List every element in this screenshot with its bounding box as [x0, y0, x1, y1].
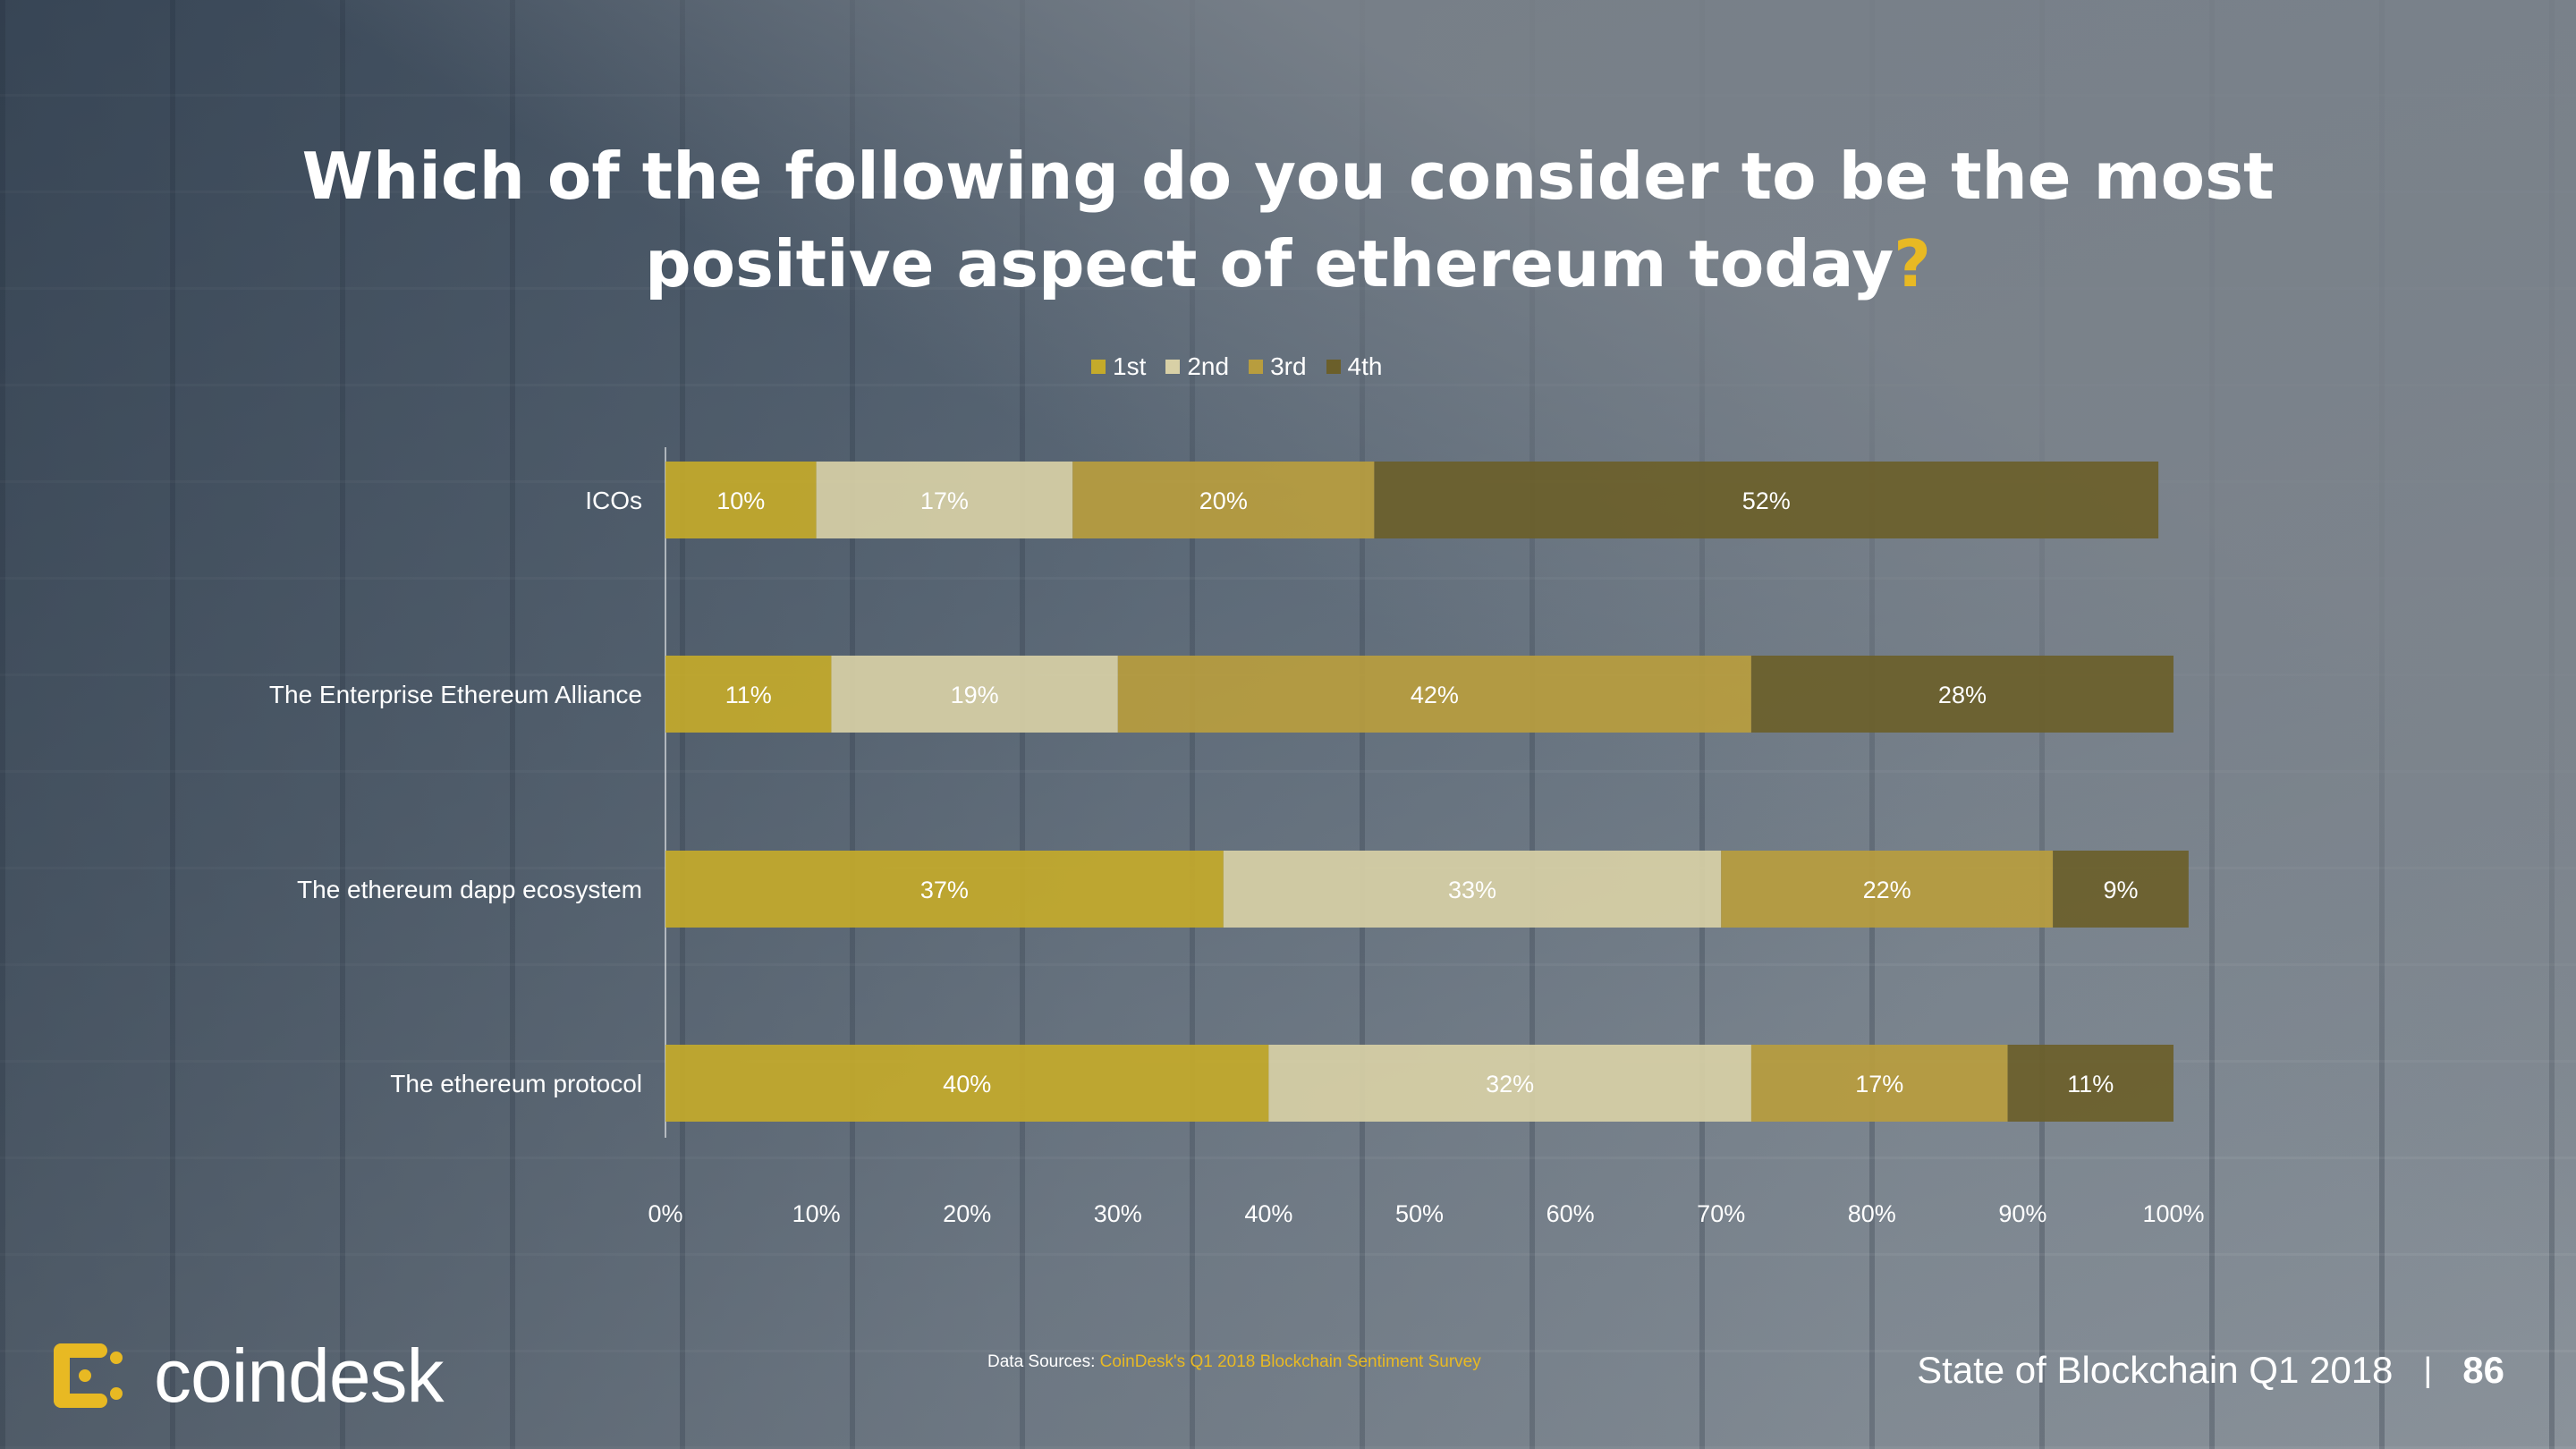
report-title: State of Blockchain Q1 2018 [1917, 1349, 2394, 1391]
bar-segment-3rd [1750, 1045, 2008, 1122]
bar-value-label: 40% [943, 1071, 991, 1097]
bar-segment-2nd [1268, 1045, 1751, 1122]
slide-title: Which of the following do you consider t… [215, 132, 2361, 308]
bar-value-label: 10% [716, 487, 765, 514]
legend-item-2nd: 2nd [1165, 352, 1229, 381]
legend-swatch [1165, 360, 1181, 374]
x-tick-label: 20% [943, 1200, 991, 1227]
bar-segment-3rd [1117, 656, 1751, 733]
bar-value-label: 37% [920, 877, 969, 903]
x-tick-label: 60% [1546, 1200, 1595, 1227]
bar-segment-2nd [1223, 851, 1722, 928]
logo-wordmark: coindesk [154, 1333, 445, 1418]
bar-value-label: 9% [2103, 877, 2138, 903]
bar-value-label: 22% [1863, 877, 1911, 903]
legend-swatch [1249, 360, 1264, 374]
title-line-2: positive aspect of ethereum today? [215, 220, 2361, 308]
data-source-note: Data Sources: CoinDesk's Q1 2018 Blockch… [987, 1352, 1481, 1372]
x-tick-label: 70% [1697, 1200, 1745, 1227]
legend-label: 4th [1347, 352, 1383, 380]
legend-label: 1st [1113, 352, 1147, 380]
x-tick-label: 10% [792, 1200, 841, 1227]
bar-segment-1st [665, 851, 1224, 928]
bar-value-label: 28% [1938, 682, 1987, 708]
x-tick-label: 80% [1848, 1200, 1896, 1227]
legend-swatch [1091, 360, 1106, 374]
page-number: 86 [2462, 1349, 2504, 1391]
bar-value-label: 11% [725, 682, 772, 708]
bar-segment-4th [2053, 851, 2189, 928]
title-question-mark: ? [1894, 226, 1931, 301]
legend-item-4th: 4th [1326, 352, 1383, 381]
bar-value-label: 33% [1448, 877, 1496, 903]
x-tick-label: 100% [2142, 1200, 2204, 1227]
bar-value-label: 20% [1199, 487, 1248, 514]
legend-swatch [1326, 360, 1341, 374]
bar-segment-4th [1750, 656, 2174, 733]
bar-segment-2nd [816, 462, 1073, 538]
bar-value-label: 17% [1855, 1071, 1903, 1097]
bar-segment-1st [665, 462, 817, 538]
x-tick-label: 50% [1395, 1200, 1444, 1227]
bar-segment-1st [665, 1045, 1269, 1122]
chart-legend: 1st 2nd 3rd 4th [1091, 349, 1382, 385]
title-line-2-text: positive aspect of ethereum today [645, 226, 1894, 301]
bar-segment-1st [665, 656, 832, 733]
bar-segment-4th [2007, 1045, 2174, 1122]
legend-label: 2nd [1187, 352, 1230, 380]
footer-separator: | [2423, 1351, 2433, 1389]
category-label: The Enterprise Ethereum Alliance [269, 681, 642, 708]
bar-value-label: 52% [1742, 487, 1791, 514]
bar-value-label: 11% [2067, 1071, 2114, 1097]
category-label: The ethereum protocol [390, 1070, 642, 1097]
bar-segment-4th [1374, 462, 2159, 538]
source-label: Data Sources: [987, 1352, 1100, 1371]
title-line-1: Which of the following do you consider t… [301, 139, 2275, 214]
coindesk-logo-icon [54, 1343, 123, 1408]
bar-value-label: 17% [920, 487, 969, 514]
x-tick-label: 40% [1244, 1200, 1292, 1227]
bar-segment-3rd [1721, 851, 2054, 928]
bar-value-label: 42% [1411, 682, 1459, 708]
bar-value-label: 32% [1486, 1071, 1534, 1097]
legend-item-1st: 1st [1091, 352, 1146, 381]
bar-value-label: 19% [951, 682, 999, 708]
x-tick-label: 90% [1998, 1200, 2046, 1227]
report-footer: State of Blockchain Q1 2018 | 86 [1917, 1349, 2504, 1392]
legend-item-3rd: 3rd [1249, 352, 1307, 381]
x-tick-label: 0% [648, 1200, 682, 1227]
category-label: The ethereum dapp ecosystem [297, 876, 642, 903]
category-label: ICOs [585, 487, 642, 514]
legend-label: 3rd [1270, 352, 1307, 380]
coindesk-logo: coindesk [45, 1331, 445, 1420]
bar-segment-2nd [831, 656, 1118, 733]
bar-segment-3rd [1072, 462, 1375, 538]
x-tick-label: 30% [1094, 1200, 1142, 1227]
source-link[interactable]: CoinDesk's Q1 2018 Blockchain Sentiment … [1099, 1352, 1481, 1371]
